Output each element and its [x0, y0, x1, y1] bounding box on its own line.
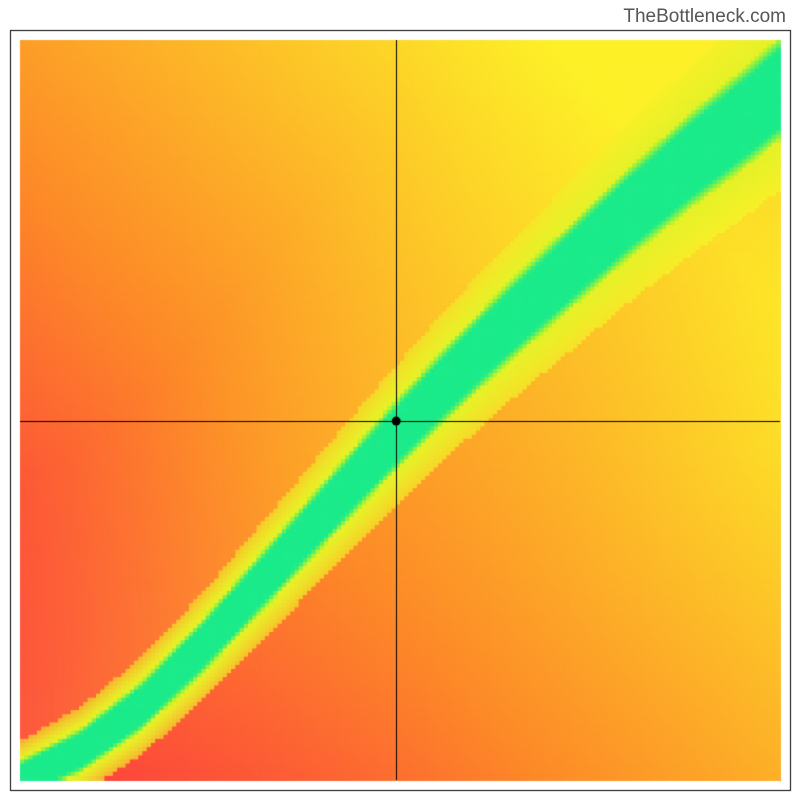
chart-container: TheBottleneck.com — [0, 0, 800, 800]
heatmap-canvas — [0, 0, 800, 800]
watermark-text: TheBottleneck.com — [623, 6, 786, 28]
